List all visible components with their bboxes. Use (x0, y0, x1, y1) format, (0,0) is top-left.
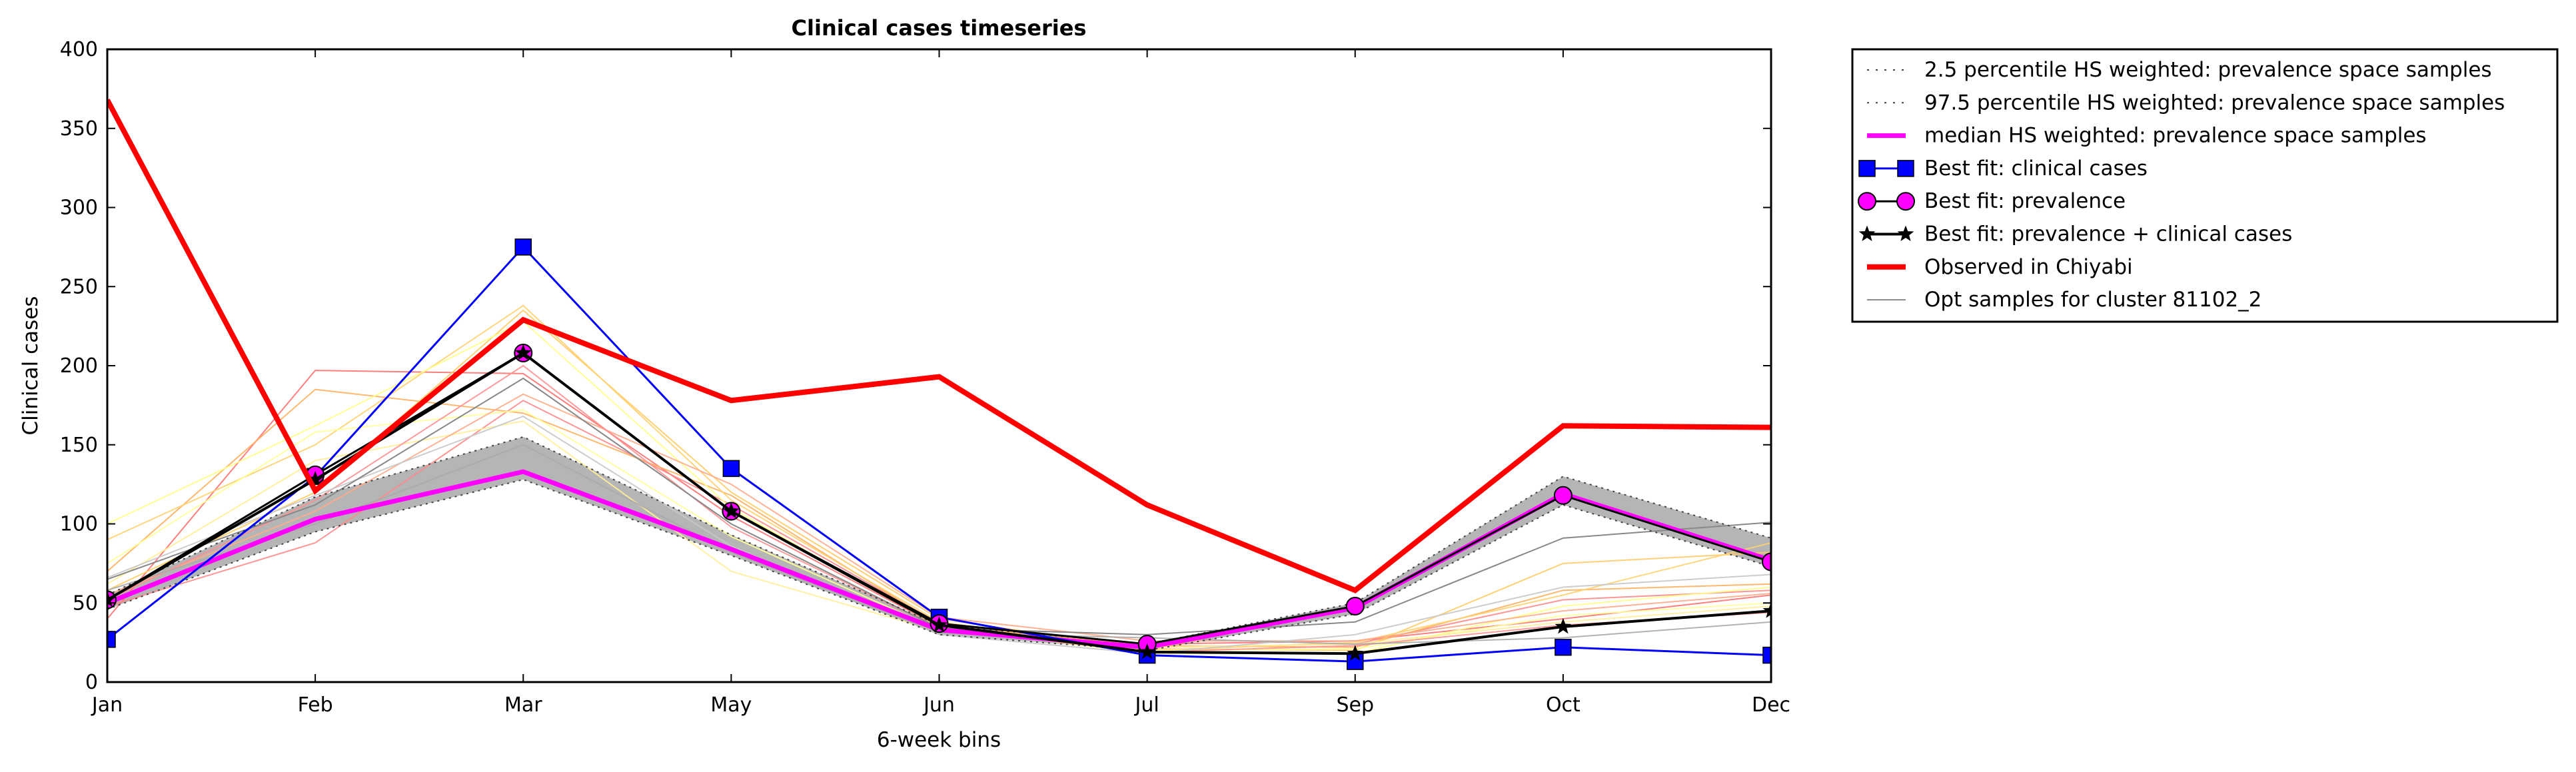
legend-label-6: Observed in Chiyabi (1924, 255, 2133, 279)
series-5-point-5 (1139, 643, 1155, 659)
y-tick-label-4: 200 (60, 354, 98, 378)
legend-label-5: Best fit: prevalence + clinical cases (1924, 222, 2292, 246)
series-6-line (107, 99, 1771, 593)
y-tick-label-7: 350 (60, 117, 98, 141)
legend-swatch-4 (1858, 192, 1915, 211)
legend-entry-4: Best fit: prevalence (1858, 189, 2126, 213)
series-5-point-2 (514, 344, 532, 360)
legend-label-4: Best fit: prevalence (1924, 189, 2126, 213)
x-tick-label-2: Mar (504, 693, 542, 717)
legend-marker-5-1 (1897, 225, 1914, 241)
y-tick-label-0: 0 (85, 671, 98, 694)
legend-entry-1: 97.5 percentile HS weighted: prevalence … (1867, 91, 2505, 115)
legend-marker-4-1 (1896, 192, 1915, 211)
series-3-point-7 (1555, 639, 1572, 656)
legend-entry-5: Best fit: prevalence + clinical cases (1858, 222, 2292, 246)
y-tick-label-2: 100 (60, 513, 98, 536)
legend-marker-3-1 (1897, 160, 1914, 177)
legend-entry-3: Best fit: clinical cases (1858, 157, 2148, 181)
legend-entry-0: 2.5 percentile HS weighted: prevalence s… (1867, 58, 2492, 82)
series-4-point-7 (1553, 486, 1573, 505)
series-4-point-8 (1762, 552, 1771, 572)
legend-swatch-3 (1858, 160, 1914, 177)
series-5-point-7 (1555, 617, 1572, 634)
legend-entry-7: Opt samples for cluster 81102_2 (1867, 288, 2261, 312)
legend-entry-6: Observed in Chiyabi (1867, 255, 2133, 279)
series-5-point-3 (723, 502, 740, 518)
y-axis-label: Clinical cases (19, 296, 43, 435)
series-5-point-4 (931, 616, 948, 632)
x-axis-label: 6-week bins (877, 728, 1001, 752)
legend-label-0: 2.5 percentile HS weighted: prevalence s… (1924, 58, 2492, 82)
y-tick-label-1: 50 (73, 591, 98, 615)
series-5-point-8 (1762, 602, 1771, 618)
x-tick-label-0: Jan (91, 693, 123, 717)
y-tick-label-8: 400 (60, 38, 98, 61)
series-3-point-8 (1762, 646, 1771, 664)
legend-box (1851, 48, 2559, 323)
x-tick-label-1: Feb (298, 693, 333, 717)
series-layer (107, 99, 1771, 670)
sample-trace-11 (107, 444, 1771, 645)
legend-marker-3-0 (1858, 160, 1876, 177)
y-axis: 0 50 100 150 200 250 300 350 400 (60, 38, 1771, 694)
legend-marker-4-0 (1858, 192, 1876, 211)
series-5 (107, 344, 1771, 661)
x-tick-label-8: Dec (1752, 693, 1790, 717)
sample-trace-10 (107, 415, 1771, 655)
legend-label-1: 97.5 percentile HS weighted: prevalence … (1924, 91, 2505, 115)
y-tick-label-3: 150 (60, 434, 98, 457)
legend-swatch-5 (1858, 225, 1914, 241)
legend-marker-5-0 (1858, 225, 1876, 241)
series-5-point-1 (307, 471, 324, 487)
y-tick-label-6: 300 (60, 196, 98, 220)
series-6 (107, 99, 1771, 593)
legend: 2.5 percentile HS weighted: prevalence s… (1851, 48, 2559, 323)
x-tick-label-4: Jun (922, 693, 955, 717)
chart-title: Clinical cases timeseries (792, 15, 1087, 41)
series-3-point-0 (107, 631, 116, 648)
x-tick-label-6: Sep (1336, 693, 1374, 717)
legend-entry-2: median HS weighted: prevalence space sam… (1867, 124, 2427, 148)
series-4-point-6 (1345, 597, 1365, 615)
x-tick-label-7: Oct (1546, 693, 1581, 717)
series-5-point-6 (1347, 645, 1364, 661)
y-tick-label-5: 250 (60, 275, 98, 298)
legend-label-2: median HS weighted: prevalence space sam… (1924, 124, 2427, 148)
series-3-point-2 (514, 238, 532, 256)
series-3-point-3 (722, 460, 740, 478)
x-tick-label-5: Jul (1134, 693, 1159, 717)
x-axis: Jan Feb Mar May Jun Jul Sep Oct Dec (91, 49, 1790, 717)
legend-label-7: Opt samples for cluster 81102_2 (1924, 288, 2261, 312)
x-tick-label-3: May (710, 693, 752, 717)
legend-label-3: Best fit: clinical cases (1924, 157, 2148, 181)
